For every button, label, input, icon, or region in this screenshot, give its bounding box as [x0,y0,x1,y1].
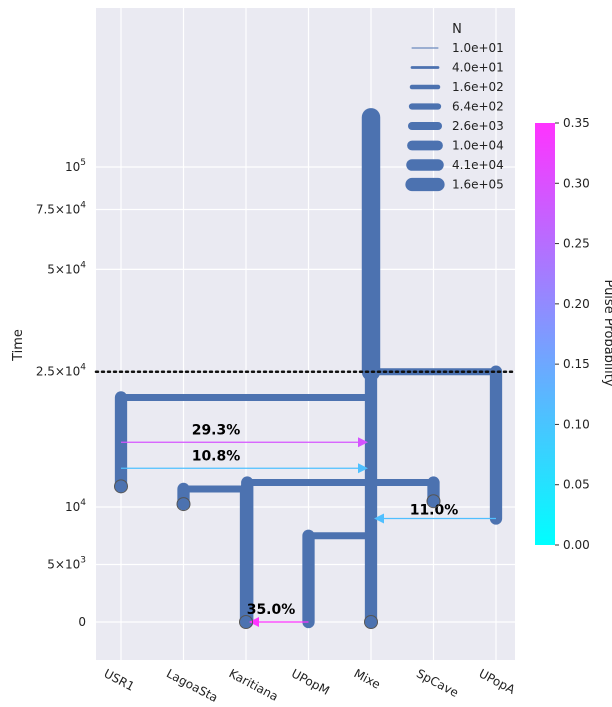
x-tick-label: SpCave [414,666,461,700]
legend-entry: 1.6e+05 [452,178,504,192]
pulse-arrow-head [358,463,368,474]
y-tick-label: 0 [78,615,86,629]
y-axis-ticks: 0 5×103 104 2.5×104 5×104 7.5×104 105 [36,158,86,629]
legend-entry: 2.6e+03 [452,119,504,133]
sample-marker [114,479,128,494]
y-tick-label: 2.5×104 [36,363,86,379]
legend-entry: 4.1e+04 [452,158,504,172]
x-tick-label: Mixe [352,666,383,691]
pulse-arrow-head [249,617,259,627]
colorbar-tick-label: 0.10 [563,417,590,431]
y-axis-title: Time [11,329,26,362]
colorbar-tick-label: 0.30 [563,176,590,190]
pulse-arrow-head [374,513,384,524]
size-legend: N 1.0e+01 4.0e+01 1.6e+02 6.4e+02 2.6e+03 1.0e… [405,22,504,192]
colorbar-tick-label: 0.25 [563,237,590,251]
samples [114,479,441,629]
y-tick-label: 104 [65,498,86,514]
y-tick-label: 105 [65,158,86,174]
legend-entry: 1.6e+02 [452,80,504,94]
pulse-label: 11.0% [410,503,459,519]
pulses: 29.3% 10.8% 11.0% 35.0% [121,422,496,627]
legend-entry: 4.0e+01 [452,61,504,75]
pulse-label: 35.0% [247,602,296,618]
sample-marker [176,497,191,512]
x-tick-label: Karitiana [227,666,281,704]
sample-marker [239,615,253,629]
y-tick-label: 5×104 [47,260,86,276]
x-tick-label: USR1 [102,666,137,694]
y-tick-label: 5×103 [47,556,86,572]
legend-entry: 1.0e+01 [452,41,504,55]
y-tick-label: 7.5×104 [36,200,86,216]
legend-entry: 6.4e+02 [452,100,504,114]
colorbar-tick-label: 0.00 [563,538,590,552]
sample-marker [364,615,378,629]
x-tick-label: LagoaSta [164,666,220,705]
pulse-label: 29.3% [192,422,241,438]
x-tick-label: UPopM [289,666,332,698]
colorbar-tick-label: 0.20 [563,297,590,311]
x-axis-ticks: USR1 LagoaSta Karitiana UPopM Mixe SpCave UPop… [102,666,518,705]
x-tick-label: UPopA [477,666,518,697]
colorbar-tick-label: 0.15 [563,357,590,371]
pulse-arrow-head [358,437,368,448]
sample-marker [426,494,441,509]
colorbar [535,123,555,545]
colorbar-tick-label: 0.35 [563,116,590,130]
colorbar-tick-label: 0.05 [563,478,590,492]
legend-entry: 1.0e+04 [452,139,504,153]
colorbar-label: Pulse Probability [601,279,612,386]
legend-title: N [452,22,462,37]
pulse-label: 10.8% [192,448,241,464]
colorbar-ticks: 0.00 0.05 0.10 0.15 0.20 0.25 0.30 0.35 [555,116,590,552]
